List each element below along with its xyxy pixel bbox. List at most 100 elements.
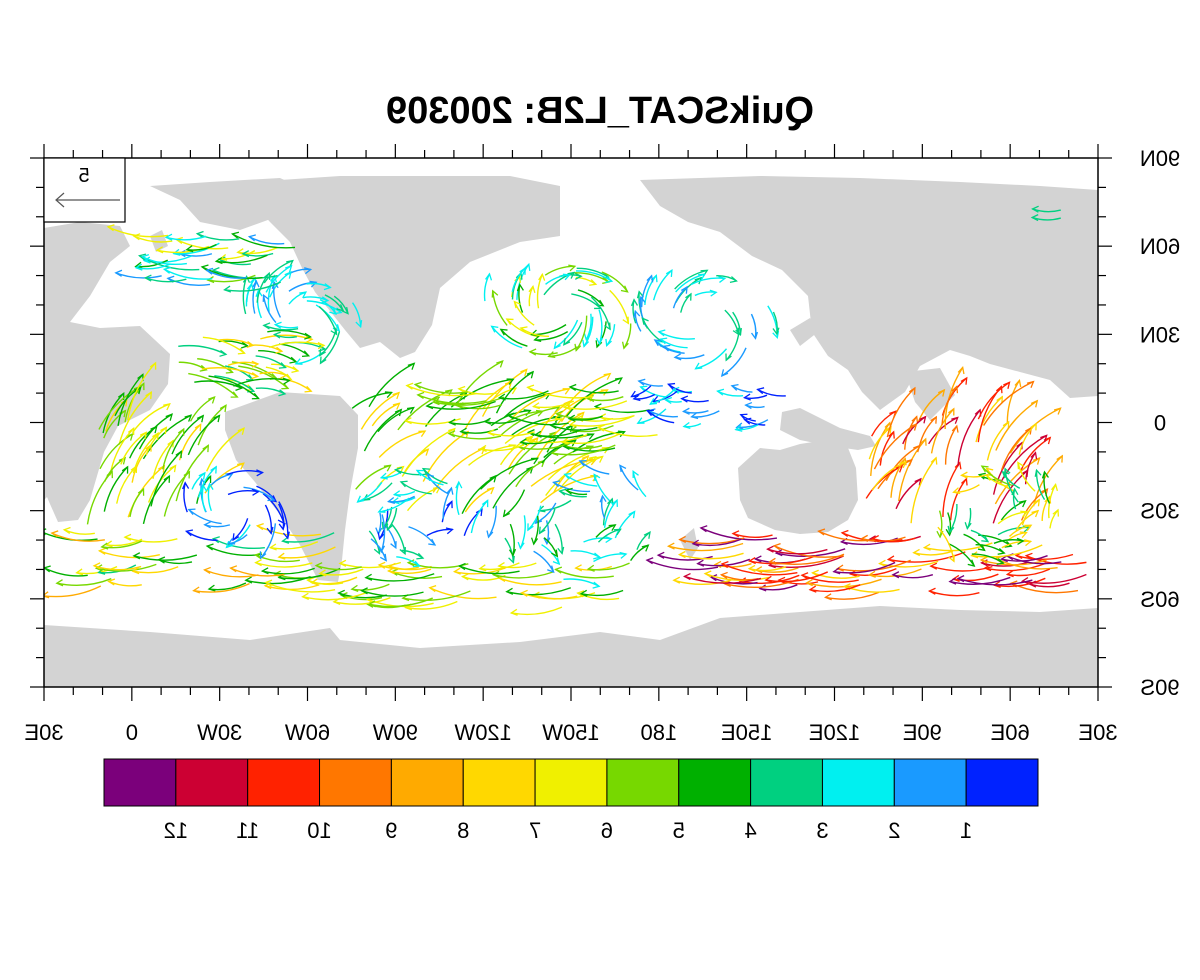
wind-arrow-icon [571, 293, 603, 310]
wind-arrow-icon [567, 414, 603, 422]
colorbar-swatch-5 [462, 758, 536, 807]
wind-arrow-icon [808, 584, 861, 593]
wind-arrow-icon [132, 233, 173, 243]
colorbar-label-9: 3 [816, 818, 828, 843]
wind-arrow-icon [254, 559, 313, 568]
wind-arrow-icon [690, 275, 727, 286]
wind-arrow-icon [691, 538, 742, 547]
lon-label-4: 90W [372, 720, 417, 745]
wind-arrow-icon [720, 561, 798, 576]
wind-arrow-icon [583, 535, 613, 544]
wind-arrow-icon [464, 486, 495, 513]
wind-arrow-icon [197, 465, 217, 498]
wind-arrow-icon [637, 378, 663, 387]
wind-arrow-icon [756, 387, 786, 397]
wind-arrow-icon [734, 424, 759, 432]
wind-arrow-icon [750, 313, 759, 340]
wind-arrow-icon [201, 367, 260, 380]
wind-arrow-icon [543, 520, 551, 546]
wind-arrow-icon [519, 438, 557, 446]
wind-arrow-icon [396, 556, 421, 568]
wind-arrow-icon [545, 273, 571, 285]
wind-arrow-icon [764, 571, 829, 583]
wind-arrow-icon [873, 423, 918, 470]
wind-arrow-icon [273, 321, 299, 329]
wind-arrow-icon [526, 429, 584, 439]
wind-arrow-icon [333, 295, 349, 315]
wind-arrow-icon [971, 553, 1005, 565]
wind-arrow-icon [255, 387, 287, 397]
lon-label-1: 0 [126, 720, 138, 745]
colorbar-swatch-3 [319, 758, 392, 807]
wind-arrow-icon [621, 323, 632, 350]
wind-arrow-icon [956, 575, 1033, 586]
wind-arrow-icon [152, 439, 174, 479]
wind-arrow-icon [1008, 524, 1033, 537]
wind-arrow-icon [163, 470, 191, 517]
reference-vector-box: 5 [43, 157, 126, 223]
wind-arrow-icon [481, 368, 528, 417]
wind-arrow-icon [885, 444, 921, 481]
map-area [44, 158, 1098, 687]
wind-arrow-icon [259, 523, 277, 560]
wind-arrow-icon [1030, 214, 1061, 222]
wind-arrow-icon [260, 567, 315, 575]
lat-label-5: 60S [1140, 587, 1179, 612]
wind-arrow-icon [86, 470, 113, 525]
wind-arrow-icon [690, 410, 720, 420]
wind-arrow-icon [871, 460, 907, 491]
wind-arrow-icon [214, 254, 268, 265]
wind-arrow-icon [578, 459, 610, 475]
antarctica [44, 606, 1098, 687]
wind-arrow-icon [886, 551, 966, 563]
wind-arrow-icon [570, 550, 602, 560]
wind-arrow-icon [633, 309, 642, 332]
wind-arrow-icon [832, 561, 896, 575]
wind-arrow-icon [401, 549, 425, 560]
wind-arrow-icon [999, 434, 1048, 485]
wind-arrow-icon [162, 427, 185, 470]
wind-vectors [44, 205, 1087, 616]
wind-arrow-icon [459, 427, 499, 435]
wind-arrow-icon [277, 546, 336, 560]
wind-arrow-icon [848, 568, 897, 577]
wind-arrow-icon [281, 532, 335, 544]
wind-arrow-icon [238, 365, 290, 390]
wind-arrow-icon [377, 406, 415, 433]
wind-arrow-icon [377, 561, 419, 570]
wind-arrow-icon [243, 486, 276, 502]
wind-arrow-icon [527, 505, 542, 532]
wind-arrow-icon [910, 456, 938, 524]
wind-arrow-icon [716, 388, 744, 397]
indonesia [780, 408, 876, 450]
wind-arrow-icon [552, 480, 591, 493]
wind-arrow-icon [242, 275, 251, 315]
wind-arrow-icon [659, 337, 688, 349]
colorbar-swatch-7 [606, 758, 680, 807]
north-america [250, 176, 560, 358]
wind-arrow-icon [871, 534, 916, 543]
wind-arrow-icon [553, 319, 579, 350]
wind-arrow-icon [351, 302, 363, 329]
wind-arrow-icon [227, 488, 260, 496]
wind-arrow-icon [263, 259, 294, 284]
wind-arrow-icon [301, 592, 367, 601]
wind-arrow-icon [247, 234, 285, 245]
wind-arrow-icon [278, 503, 286, 531]
wind-arrow-icon [506, 412, 569, 426]
wind-arrow-icon [262, 493, 285, 525]
wind-arrow-icon [206, 274, 256, 284]
wind-arrow-icon [1015, 509, 1040, 531]
wind-arrow-icon [917, 388, 946, 422]
wind-arrow-icon [730, 384, 753, 393]
wind-arrow-icon [680, 292, 692, 313]
south-america [225, 392, 358, 582]
wind-arrow-icon [416, 391, 487, 405]
wind-arrow-icon [902, 415, 927, 445]
lon-label-6: 150W [542, 720, 600, 745]
wind-arrow-icon [865, 465, 904, 499]
wind-arrow-icon [244, 576, 311, 585]
wind-arrow-icon [649, 387, 676, 405]
wind-arrow-icon [601, 271, 629, 293]
madagascar [44, 470, 52, 500]
